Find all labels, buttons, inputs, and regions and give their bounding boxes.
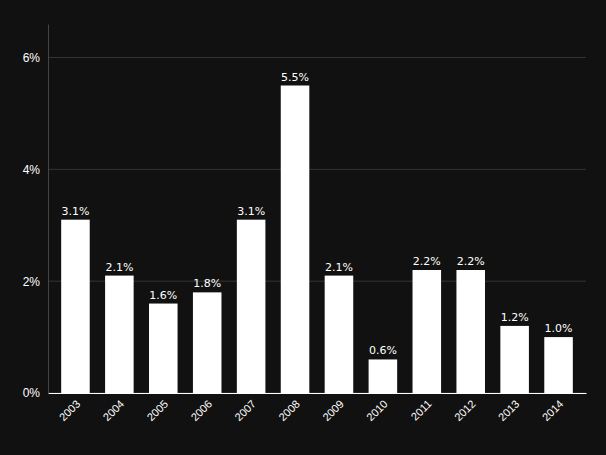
bar [193,292,222,393]
chart-svg: 3.1% 2.1% 1.6% 1.8% 3.1% 5.5% 2.1% 0.6% 2.2% 2.2%… [0,0,606,455]
data-label: 3.1% [237,205,265,218]
x-tick-label: 2003 [57,397,83,423]
x-tick: 2006 [188,397,214,423]
y-tick: 2% [23,275,48,289]
x-tick: 2007 [232,397,258,423]
x-tick: 2004 [101,397,127,423]
data-label: 1.6% [149,289,177,302]
data-label: 1.2% [501,311,529,324]
x-tick: 2008 [276,397,302,423]
y-tick-label: 0% [23,386,41,400]
x-tick: 2010 [364,397,390,423]
x-tick: 2009 [320,397,346,423]
bar [413,270,442,393]
x-tick: 2013 [496,397,522,423]
y-tick-label: 4% [23,163,41,177]
y-axis-line [48,25,49,394]
bar [61,220,90,393]
grid [48,58,586,393]
data-label: 3.1% [61,205,89,218]
data-label: 1.0% [545,322,573,335]
data-label: 5.5% [281,71,309,84]
x-tick: 2014 [540,397,566,423]
bar [281,86,310,394]
data-label: 2.1% [325,261,353,274]
data-label: 2.1% [105,261,133,274]
data-label: 2.2% [457,255,485,268]
data-label: 1.8% [193,277,221,290]
y-tick: 6% [23,51,48,65]
y-axis: 0% 2% 4% 6% [23,25,49,401]
bar [237,220,266,393]
x-tick: 2012 [452,397,478,423]
data-label: 2.2% [413,255,441,268]
x-tick-label: 2004 [101,397,127,423]
bar [369,359,398,393]
background [0,0,606,455]
x-tick-label: 2012 [452,397,478,423]
x-axis-line [49,393,587,394]
bar [456,270,485,393]
grid-line [48,57,586,58]
x-tick-label: 2006 [188,397,214,423]
x-tick-label: 2010 [364,397,390,423]
x-tick: 2003 [57,397,83,423]
y-tick: 4% [23,163,48,177]
grid-line [48,169,586,170]
x-tick-label: 2009 [320,397,346,423]
data-labels: 3.1% 2.1% 1.6% 1.8% 3.1% 5.5% 2.1% 0.6% 2.2% 2.2%… [61,71,572,358]
x-tick-label: 2005 [144,397,170,423]
x-tick-label: 2014 [540,397,566,423]
bar [149,304,178,393]
chart-container: 3.1% 2.1% 1.6% 1.8% 3.1% 5.5% 2.1% 0.6% 2.2% 2.2%… [0,0,606,455]
y-tick-label: 6% [23,51,41,65]
x-tick-label: 2008 [276,397,302,423]
x-axis: 2003 2004 2005 2006 2007 2008 2009 2010 2011 2012… [49,394,587,424]
x-tick: 2005 [144,397,170,423]
y-tick: 0% [23,386,48,400]
bars [61,86,573,394]
bar [500,326,529,393]
bar [105,276,134,393]
data-label: 0.6% [369,344,397,357]
x-tick-label: 2013 [496,397,522,423]
bar [325,276,354,393]
bar [544,337,573,393]
plot: 3.1% 2.1% 1.6% 1.8% 3.1% 5.5% 2.1% 0.6% 2.2% 2.2%… [23,25,587,424]
x-tick-label: 2007 [232,397,258,423]
x-tick: 2011 [409,397,434,422]
x-tick-label: 2011 [409,397,434,422]
y-tick-label: 2% [23,275,41,289]
